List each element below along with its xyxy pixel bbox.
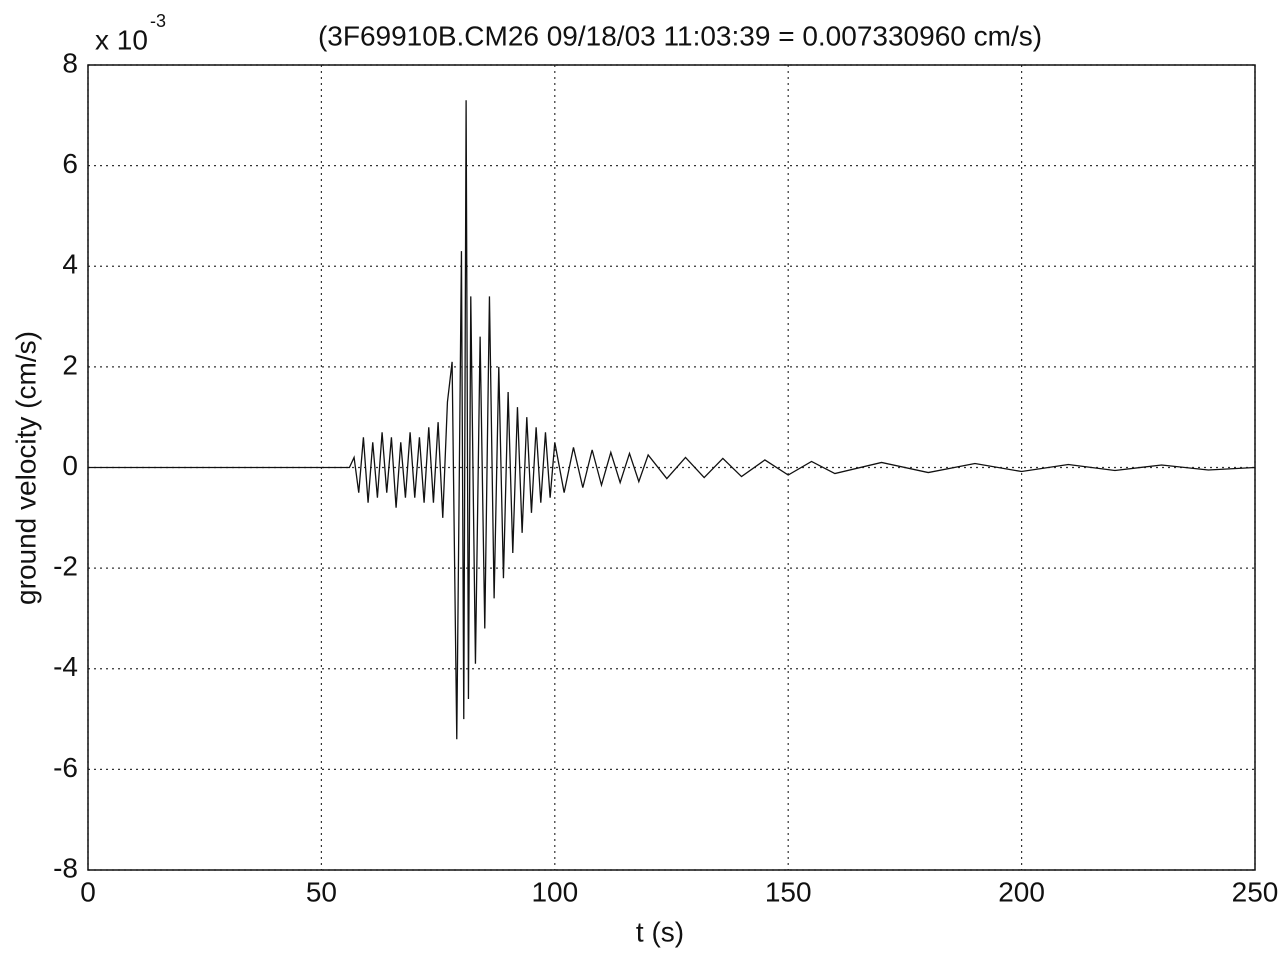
data-line (88, 100, 1256, 740)
y-tick-label: 8 (62, 47, 78, 78)
y-tick-label: 6 (62, 148, 78, 179)
x-tick-label: 50 (306, 876, 337, 907)
y-tick-label: -6 (53, 752, 78, 783)
x-axis-label: t (s) (636, 916, 684, 947)
x-tick-label: 150 (765, 876, 812, 907)
x-tick-label: 200 (998, 876, 1045, 907)
y-exponent: -3 (150, 11, 166, 31)
y-multiplier: x 10 (95, 24, 148, 55)
y-axis-label: ground velocity (cm/s) (10, 331, 41, 605)
y-tick-label: 2 (62, 349, 78, 380)
x-tick-label: 0 (80, 876, 96, 907)
y-tick-label: -2 (53, 551, 78, 582)
y-tick-label: -8 (53, 852, 78, 883)
chart-title: (3F69910B.CM26 09/18/03 11:03:39 = 0.007… (318, 20, 1042, 51)
x-tick-label: 100 (531, 876, 578, 907)
y-tick-label: -4 (53, 651, 78, 682)
x-tick-label: 250 (1232, 876, 1279, 907)
y-tick-label: 0 (62, 450, 78, 481)
y-tick-label: 4 (62, 249, 78, 280)
